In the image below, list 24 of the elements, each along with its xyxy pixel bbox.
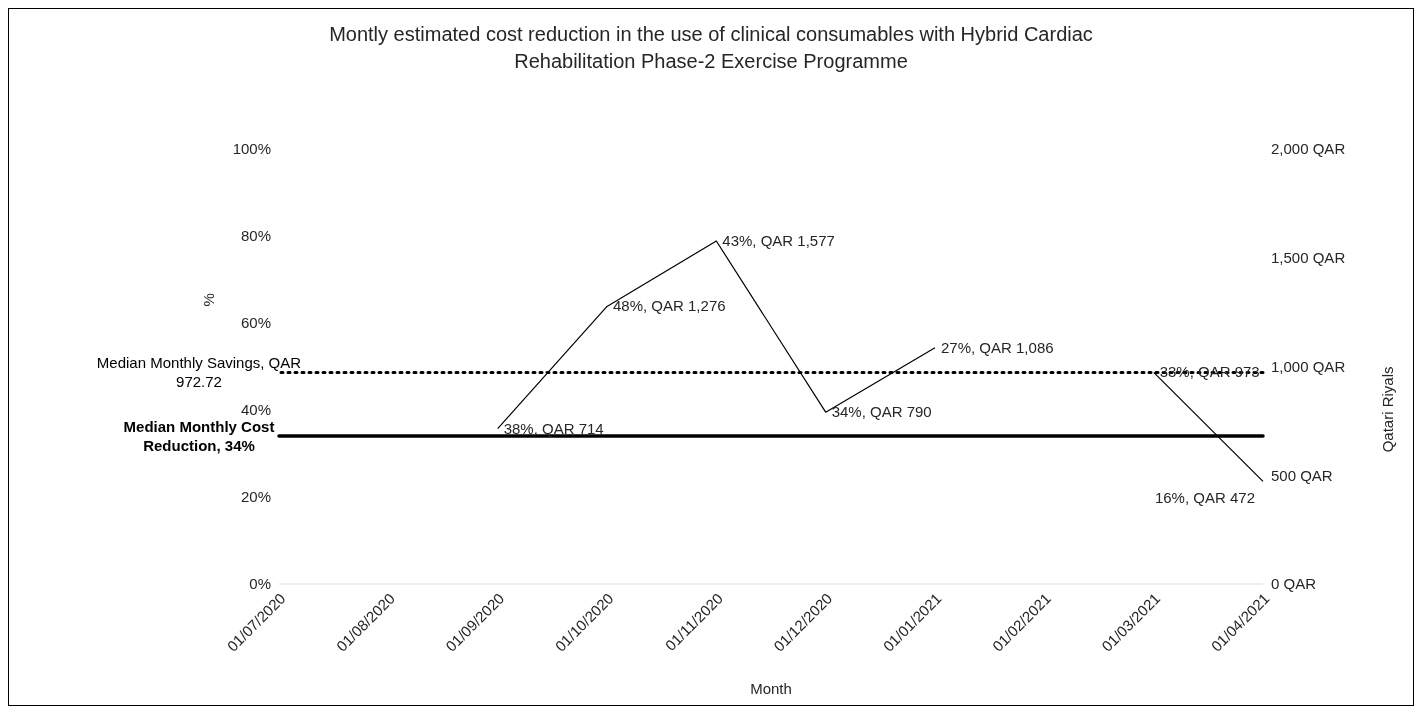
data-label: 48%, QAR 1,276 (613, 297, 726, 315)
y2-tick-label: 1,000 QAR (1271, 357, 1346, 375)
data-label: 34%, QAR 790 (831, 403, 932, 421)
y-axis-title: % (200, 293, 218, 307)
y2-axis-title: Qatari Riyals (1379, 366, 1397, 453)
y-tick-label: 60% (240, 314, 271, 332)
y-tick-label: 80% (240, 227, 271, 245)
y2-tick-label: 500 QAR (1271, 466, 1333, 484)
chart-title: Montly estimated cost reduction in the use of clinical consumables with Hybrid Cardiac Rehabilitation Phase-2 Exercise Programme (328, 22, 1094, 74)
data-label: 33%, QAR 973 (1159, 363, 1260, 381)
y2-tick-label: 1,500 QAR (1271, 249, 1346, 267)
y-tick-label: 40% (240, 401, 271, 419)
y2-tick-label: 0 QAR (1271, 575, 1317, 593)
y-tick-label: 20% (240, 488, 271, 506)
y2-tick-label: 2,000 QAR (1271, 140, 1346, 158)
data-label: 16%, QAR 472 (1154, 489, 1255, 507)
data-label: 27%, QAR 1,086 (941, 338, 1054, 356)
ref-line-label: Median Monthly Cost Reduction, 34% (123, 417, 275, 454)
y-tick-label: 0% (249, 575, 271, 593)
data-label: 38%, QAR 714 (503, 419, 604, 437)
data-label: 43%, QAR 1,577 (722, 232, 835, 249)
y-tick-label: 100% (232, 140, 271, 158)
ref-line-label: Median Monthly Savings, QAR 972.72 (96, 353, 302, 390)
x-axis-title: Month (750, 680, 792, 697)
